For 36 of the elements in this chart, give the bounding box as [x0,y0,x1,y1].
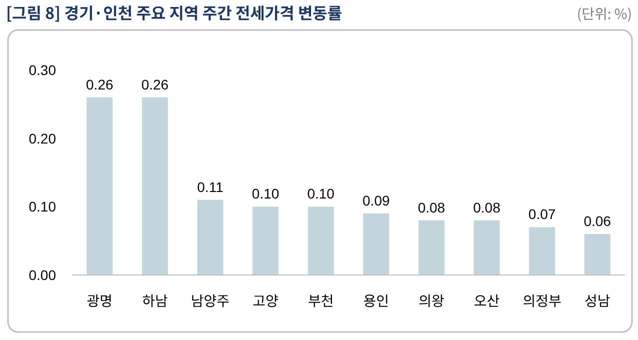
data-label: 0.07 [528,206,556,222]
data-label: 0.09 [362,192,390,208]
x-tick-label: 오산 [474,291,500,311]
data-label: 0.11 [197,178,224,195]
bar [252,206,279,275]
x-tick-label: 고양 [252,291,279,311]
x-tick-label: 의정부 [522,291,562,311]
bar [142,97,168,275]
data-label: 0.08 [418,199,446,216]
x-tick-label: 남양주 [190,291,230,311]
data-label: 0.10 [252,186,280,202]
x-tick-label: 광명 [86,291,113,311]
bar [363,214,390,275]
bar [86,97,113,275]
data-label: 0.26 [141,76,169,92]
y-tick-label: 0.10 [28,198,56,215]
y-tick-label: 0.00 [28,267,56,283]
x-tick-label: 하남 [142,291,168,311]
x-tick-label: 의왕 [418,291,444,311]
chart-title: [그림 8] 경기·인천 주요 지역 주간 전세가격 변동률 [6,0,342,24]
x-tick-label: 용인 [363,291,390,311]
y-tick-label: 0.20 [28,130,56,146]
x-tick-label: 부천 [308,291,334,311]
y-tick-label: 0.30 [28,62,56,78]
bar [584,234,610,275]
bar [474,220,500,275]
x-tick-label: 성남 [584,291,610,311]
bar [197,200,224,275]
text: (단위: %) [576,4,632,24]
data-label: 0.10 [307,186,335,202]
bar [529,227,556,275]
bar [308,206,334,275]
bar [418,220,444,275]
data-label: 0.26 [86,76,114,92]
data-label: 0.06 [584,213,612,229]
data-label: 0.08 [473,199,501,216]
